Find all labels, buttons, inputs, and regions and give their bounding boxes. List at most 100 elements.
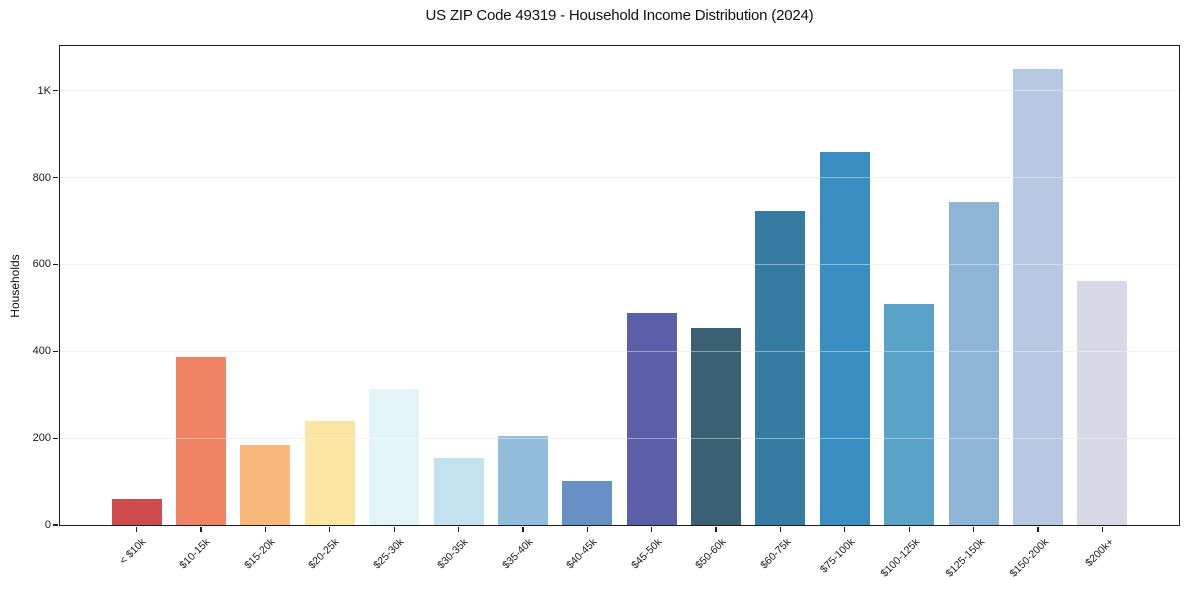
bar-slot: [620, 46, 684, 532]
x-tick-mark: [200, 526, 202, 532]
bar-slot: [748, 46, 812, 532]
x-tick-label-slot: $45-50k: [620, 527, 685, 589]
chart-title: US ZIP Code 49319 - Household Income Dis…: [425, 7, 814, 24]
x-tick-label-slot: $100-125k: [878, 527, 943, 589]
x-tick-mark: [715, 526, 717, 532]
bar-45-50k: [626, 313, 677, 525]
x-tick-label: $200k+: [1082, 536, 1116, 570]
x-tick-mark: [844, 526, 846, 532]
bar-10k: [111, 498, 162, 525]
gridlines-under-layer: [60, 46, 1179, 525]
y-tick-label: 400: [32, 345, 51, 358]
y-tick-label: 600: [32, 258, 51, 271]
bar-200k: [1077, 280, 1128, 525]
y-tick-mark: [53, 437, 59, 439]
x-tick-label: $35-40k: [499, 536, 536, 572]
bar-35-40k: [497, 435, 548, 525]
x-tick-label-slot: $125-150k: [942, 527, 1007, 589]
x-tick-mark: [457, 526, 460, 532]
x-tick-label: $60-75k: [757, 536, 794, 572]
bar-slot: [684, 46, 748, 532]
bar-60-75k: [755, 211, 806, 525]
x-tick-mark: [264, 526, 267, 532]
x-tick-label: $30-35k: [435, 536, 471, 572]
bar-slot: [555, 46, 619, 532]
bar-30-35k: [433, 458, 484, 525]
x-tick-mark: [651, 526, 653, 532]
y-tick-mark: [53, 350, 59, 352]
bar-slot: [105, 46, 169, 532]
y-tick-label: 200: [32, 432, 51, 445]
x-tick-label: $50-60k: [693, 536, 729, 572]
x-tick-label: $75-100k: [818, 536, 858, 576]
x-tick-label-slot: $10-15k: [168, 527, 233, 589]
x-tick-mark: [908, 526, 910, 532]
x-tick-label: $25-30k: [370, 536, 407, 572]
gridline: [60, 263, 1179, 265]
y-tick-mark: [53, 524, 59, 526]
x-tick-mark: [972, 526, 975, 532]
bar-100-125k: [884, 304, 935, 525]
bar-slot: [233, 46, 297, 532]
x-tick-label: $20-25k: [306, 536, 342, 572]
x-tick-mark: [1101, 526, 1103, 532]
y-axis-title-text: Households: [8, 254, 22, 318]
bar-slot: [426, 46, 490, 532]
x-tick-mark: [779, 526, 782, 532]
x-tick-label: $40-45k: [564, 536, 600, 572]
y-tick-label: 0: [44, 519, 51, 531]
x-tick-label-slot: $50-60k: [684, 527, 749, 589]
bar-slot: [298, 46, 362, 532]
y-tick-mark: [53, 263, 59, 266]
x-tick-label: $15-20k: [241, 536, 278, 572]
x-tick-mark: [586, 526, 588, 532]
x-tick-label-slot: < $10k: [104, 527, 169, 589]
bar-slot: [813, 46, 877, 532]
gridline: [60, 90, 1179, 92]
x-tick-label: < $10k: [117, 536, 149, 567]
bar-slot: [1070, 46, 1134, 532]
y-tick-label: 1K: [37, 84, 51, 97]
x-tick-label-slot: $60-75k: [749, 527, 814, 589]
bar-slot: [362, 46, 426, 532]
x-tick-label: $10-15k: [177, 536, 213, 572]
x-tick-label-slot: $20-25k: [297, 527, 362, 589]
x-tick-label-slot: $35-40k: [491, 527, 556, 589]
bar-slot: [169, 46, 233, 532]
bar-125-150k: [948, 201, 999, 525]
bar-20-25k: [304, 420, 355, 525]
bar-50-60k: [691, 328, 741, 525]
x-tick-label: $45-50k: [628, 536, 665, 572]
x-tick-mark: [329, 526, 331, 532]
y-tick-mark: [53, 90, 59, 92]
bar-slot: [941, 46, 1005, 532]
x-tick-mark: [522, 526, 524, 532]
y-axis-ticks: 0 200 400 600 800 1K: [33, 46, 1179, 531]
bar-150-200k: [1012, 68, 1063, 525]
x-tick-mark: [393, 526, 395, 532]
x-tick-label: $125-150k: [943, 536, 987, 580]
bar-slot: [877, 46, 941, 532]
x-tick-label-slot: $200k+: [1071, 527, 1136, 589]
bar-slot: [1006, 46, 1070, 532]
x-tick-label: $100-125k: [878, 536, 923, 580]
gridline: [60, 177, 1179, 179]
bar-25-30k: [369, 389, 420, 525]
x-tick-label-slot: $25-30k: [362, 527, 427, 589]
x-tick-label-slot: $75-100k: [813, 527, 878, 589]
x-tick-label-slot: $15-20k: [233, 527, 298, 589]
x-tick-mark: [1037, 526, 1039, 532]
gridline: [60, 437, 1179, 439]
x-tick-label-slot: $150-200k: [1007, 527, 1072, 589]
bar-15-20k: [240, 444, 291, 525]
bar-40-45k: [562, 480, 613, 525]
x-tick-label-slot: $40-45k: [555, 527, 620, 589]
bar-75-100k: [819, 151, 870, 525]
x-tick-mark: [136, 526, 138, 532]
gridline: [60, 350, 1179, 352]
bars-row: [105, 46, 1135, 532]
bar-slot: [491, 46, 555, 532]
plot-area: 0 200 400 600 800 1K: [33, 45, 1180, 532]
x-tick-label-slot: $30-35k: [426, 527, 491, 589]
